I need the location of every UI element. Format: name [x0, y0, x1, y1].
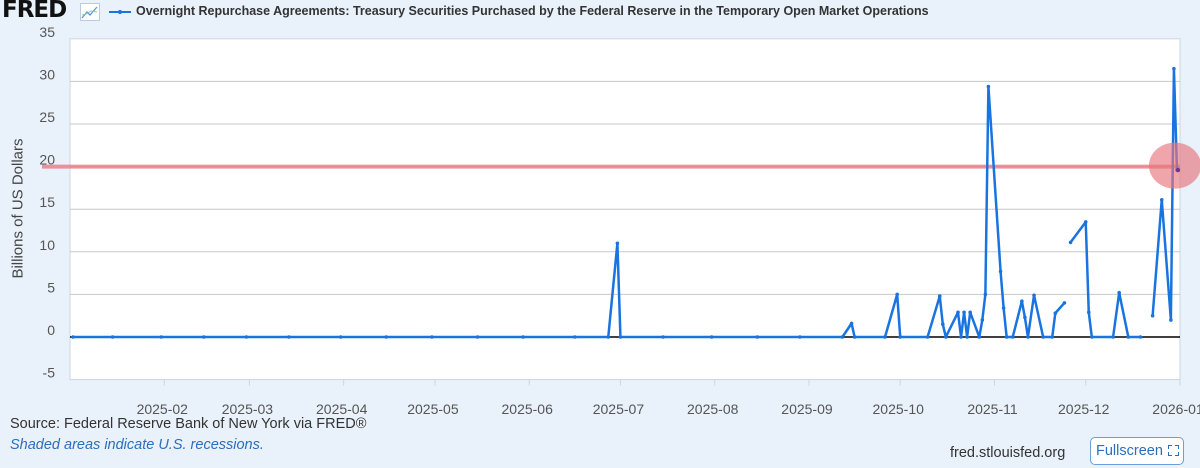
- x-tick-label: 2025-10: [873, 401, 925, 417]
- data-point: [1053, 311, 1058, 315]
- data-point: [968, 310, 972, 315]
- series-line: [1069, 220, 1141, 339]
- data-point: [1172, 66, 1176, 71]
- x-tick-label: 2025-09: [781, 401, 833, 417]
- legend-line-marker-icon: [109, 10, 131, 14]
- data-point: [940, 322, 945, 327]
- x-tick-label: 2025-05: [407, 401, 459, 417]
- data-point: [1001, 306, 1006, 310]
- data-point: [709, 335, 714, 339]
- data-point: [852, 335, 857, 339]
- data-point: [798, 335, 802, 339]
- last-data-point: [1175, 167, 1181, 173]
- data-point: [244, 335, 249, 339]
- y-tick-label: 30: [39, 66, 55, 82]
- data-point: [1117, 290, 1121, 295]
- data-point: [1169, 318, 1173, 322]
- data-point: [1083, 220, 1088, 224]
- data-point: [1086, 310, 1091, 315]
- source-note: Source: Federal Reserve Bank of New York…: [10, 416, 367, 432]
- data-point: [1126, 335, 1131, 339]
- data-point: [1010, 335, 1015, 339]
- data-point: [384, 335, 389, 339]
- data-point: [1026, 335, 1030, 339]
- data-point: [755, 335, 760, 339]
- data-point: [944, 335, 948, 339]
- data-point: [338, 335, 343, 339]
- data-point: [849, 321, 854, 326]
- data-point: [661, 335, 665, 339]
- chart-line-icon[interactable]: [80, 3, 100, 21]
- data-point: [998, 269, 1003, 274]
- data-point: [1159, 198, 1164, 202]
- data-point: [937, 294, 942, 298]
- x-tick-label: 2025-04: [316, 401, 368, 417]
- data-point: [983, 292, 988, 297]
- data-point: [1111, 335, 1115, 339]
- chart-header: FRED Overnight Repurchase Agreements: Tr…: [0, 0, 1200, 24]
- fullscreen-button[interactable]: Fullscreen: [1090, 437, 1184, 465]
- chart-title: Overnight Repurchase Agreements: Treasur…: [136, 4, 929, 18]
- data-point: [618, 335, 623, 339]
- y-tick-label: 15: [39, 194, 55, 210]
- data-point: [521, 335, 525, 339]
- data-point: [430, 335, 434, 339]
- x-tick-label: 2025-06: [502, 401, 554, 417]
- data-point: [883, 335, 887, 339]
- data-point: [615, 241, 620, 246]
- data-point: [573, 335, 577, 339]
- annotation-circle: [1148, 142, 1200, 189]
- y-tick-label: -5: [43, 365, 56, 381]
- data-point: [71, 335, 75, 339]
- fullscreen-label: Fullscreen: [1096, 443, 1163, 459]
- data-point: [1041, 335, 1045, 339]
- data-point: [962, 310, 966, 315]
- site-link[interactable]: fred.stlouisfed.org: [950, 445, 1066, 461]
- data-point: [287, 335, 291, 339]
- data-point: [1020, 299, 1024, 304]
- data-point: [840, 335, 845, 339]
- data-point: [959, 335, 963, 339]
- data-point: [1004, 335, 1009, 339]
- chart-plot[interactable]: 35 30 25 20 15 10 5 0 -5 2025-02 2025-03 2025-04 202…: [0, 0, 1200, 420]
- x-tick-label: 2025-07: [593, 401, 645, 417]
- y-tick-label: 35: [39, 24, 55, 40]
- data-point: [895, 292, 899, 297]
- y-tick-label: 10: [39, 237, 55, 253]
- data-point: [159, 335, 164, 339]
- data-point: [925, 335, 930, 339]
- data-point: [956, 310, 960, 315]
- x-tick-label: 2025-12: [1058, 401, 1110, 417]
- y-axis-label: Billions of US Dollars: [9, 138, 27, 279]
- data-point: [110, 335, 115, 339]
- data-point: [898, 335, 903, 339]
- data-point: [1090, 335, 1094, 339]
- data-point: [1062, 301, 1067, 305]
- expand-icon: [1168, 445, 1179, 456]
- y-tick-label: 20: [39, 152, 55, 168]
- data-point: [977, 335, 982, 339]
- data-point: [1068, 240, 1073, 245]
- y-tick-label: 25: [39, 109, 55, 125]
- y-tick-label: 0: [47, 322, 55, 338]
- fred-logo[interactable]: FRED: [2, 0, 67, 23]
- data-point: [202, 335, 206, 339]
- data-point: [1150, 313, 1155, 318]
- data-point: [475, 335, 480, 339]
- data-point: [1023, 315, 1027, 320]
- data-point: [986, 84, 991, 89]
- y-tick-label: 5: [47, 279, 55, 295]
- x-tick-label: 2025-03: [222, 401, 274, 417]
- recession-note: Shaded areas indicate U.S. recessions.: [10, 437, 264, 453]
- data-point: [1050, 335, 1055, 339]
- data-point: [1032, 293, 1036, 298]
- data-point: [980, 318, 985, 322]
- x-tick-label: 2026-01: [1152, 401, 1200, 417]
- data-point: [965, 335, 969, 339]
- x-tick-label: 2025-02: [137, 401, 189, 417]
- x-tick-label: 2025-08: [687, 401, 739, 417]
- data-point: [606, 335, 611, 339]
- data-point: [1138, 335, 1143, 339]
- x-tick-label: 2025-11: [967, 401, 1018, 417]
